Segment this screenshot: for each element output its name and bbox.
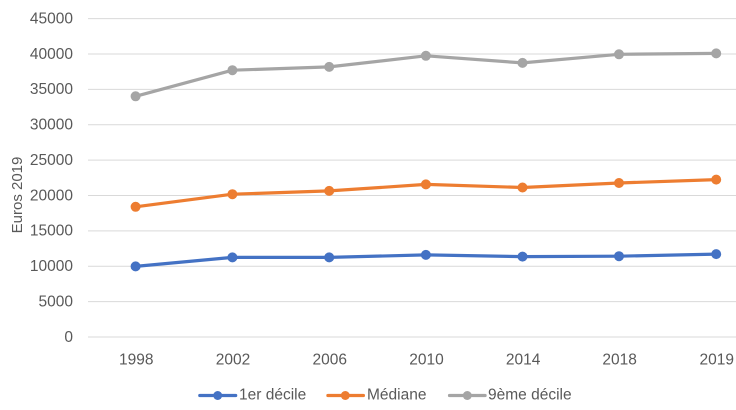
svg-text:1998: 1998 xyxy=(119,351,153,368)
svg-text:20000: 20000 xyxy=(30,187,73,204)
svg-text:25000: 25000 xyxy=(30,152,73,169)
svg-text:45000: 45000 xyxy=(30,11,73,28)
svg-text:Médiane: Médiane xyxy=(367,386,426,403)
svg-text:9ème décile: 9ème décile xyxy=(488,386,572,403)
svg-text:40000: 40000 xyxy=(30,46,73,63)
svg-text:30000: 30000 xyxy=(30,117,73,134)
svg-text:Euros 2019: Euros 2019 xyxy=(9,157,26,234)
svg-text:10000: 10000 xyxy=(30,258,73,275)
svg-text:2006: 2006 xyxy=(313,351,347,368)
svg-text:2002: 2002 xyxy=(216,351,250,368)
svg-text:1er décile: 1er décile xyxy=(239,386,306,403)
svg-text:2014: 2014 xyxy=(506,351,541,368)
svg-text:0: 0 xyxy=(64,329,73,346)
svg-text:2019: 2019 xyxy=(700,351,734,368)
svg-text:15000: 15000 xyxy=(30,223,73,240)
svg-text:2010: 2010 xyxy=(409,351,444,368)
svg-text:5000: 5000 xyxy=(39,293,74,310)
svg-text:2018: 2018 xyxy=(602,351,636,368)
svg-text:35000: 35000 xyxy=(30,81,73,98)
